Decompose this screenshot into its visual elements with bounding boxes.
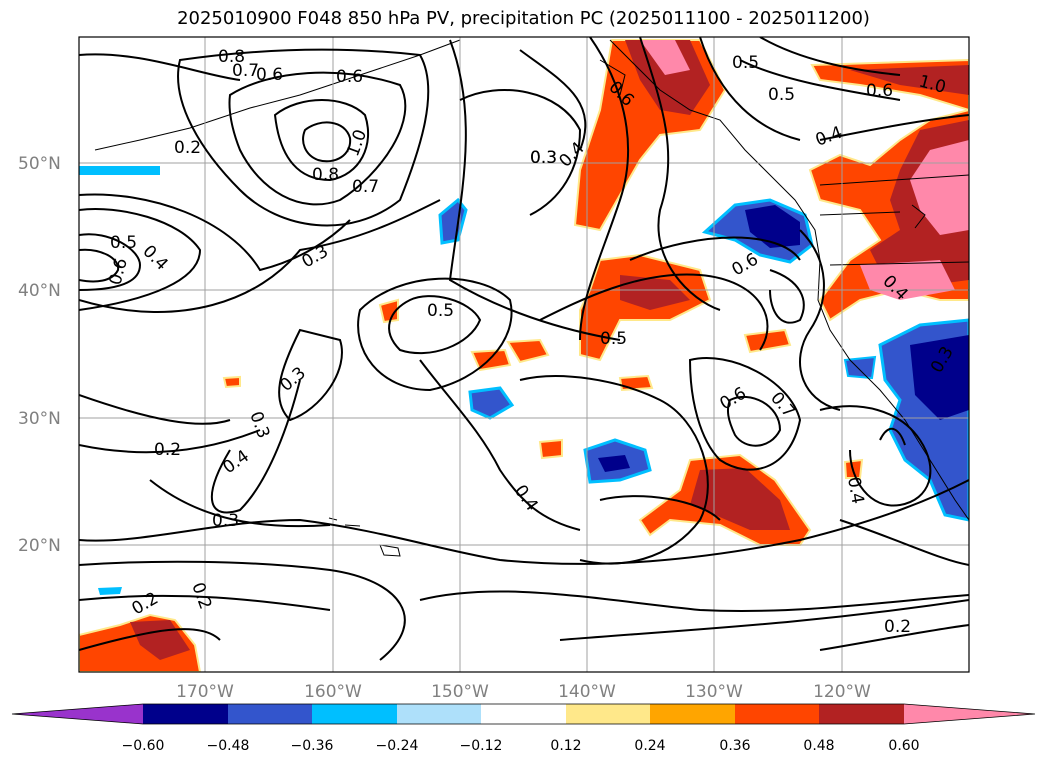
contour-label: 0.5 — [768, 85, 795, 105]
colorbar-segment — [143, 704, 228, 724]
contour-label: 0.6 — [336, 67, 363, 87]
contour-label: 0.3 — [530, 148, 557, 168]
lat-label-40n: 40°N — [18, 281, 61, 301]
precip-negative-shading — [79, 166, 969, 595]
lon-label-120w: 120°W — [813, 682, 871, 702]
contour-label: 0.8 — [312, 165, 339, 185]
colorbar-tick: 0.36 — [719, 738, 750, 754]
contour-label: 0.8 — [218, 47, 245, 67]
lon-label-130w: 130°W — [685, 682, 743, 702]
lon-label-140w: 140°W — [558, 682, 616, 702]
colorbar-segment — [228, 704, 312, 724]
contour-label: 0.3 — [530, 148, 557, 168]
contour-label: 0.5 — [732, 53, 759, 73]
colorbar-tick: −0.48 — [207, 738, 250, 754]
lat-label-20n: 20°N — [18, 536, 61, 556]
lon-label-150w: 150°W — [431, 682, 489, 702]
latitude-labels: 50°N 40°N 30°N 20°N — [18, 154, 61, 556]
contour-label: 0.3 — [212, 511, 239, 531]
colorbar: −0.60 −0.48 −0.36 −0.24 −0.12 0.12 0.24 … — [11, 703, 1036, 754]
lon-label-160w: 160°W — [304, 682, 362, 702]
map-frame — [78, 36, 970, 673]
colorbar-segment — [312, 704, 397, 724]
contour-label: 0.7 — [232, 61, 259, 81]
colorbar-segment — [650, 704, 735, 724]
colorbar-extend-right — [904, 704, 1035, 724]
colorbar-segment — [481, 704, 566, 724]
colorbar-tick: 0.12 — [550, 738, 581, 754]
lat-label-30n: 30°N — [18, 409, 61, 429]
colorbar-segment — [819, 704, 904, 724]
lat-label-50n: 50°N — [18, 154, 61, 174]
contour-label: 0.2 — [154, 440, 181, 460]
contour-label: 0.5 — [110, 233, 137, 253]
colorbar-tick: −0.12 — [460, 738, 503, 754]
map-plot-area: 0.8 0.7 0.6 0.6 0.2 1.0 0.8 0.7 0.5 0.4 … — [79, 37, 969, 672]
colorbar-tick: 0.48 — [803, 738, 834, 754]
contour-label: 0.5 — [427, 301, 454, 321]
longitude-labels: 170°W 160°W 150°W 140°W 130°W 120°W — [176, 682, 871, 702]
contour-label: 0.6 — [866, 81, 893, 101]
colorbar-tick: 0.60 — [888, 738, 919, 754]
contour-label: 0.5 — [600, 329, 627, 349]
colorbar-segment — [735, 704, 819, 724]
contour-label: 0.6 — [256, 65, 283, 85]
colorbar-extend-left — [12, 704, 143, 724]
pv-contours — [79, 37, 969, 661]
contour-label: 0.7 — [352, 177, 379, 197]
contour-label: 0.2 — [884, 617, 911, 637]
map-title: 2025010900 F048 850 hPa PV, precipitatio… — [177, 8, 870, 29]
colorbar-segment — [397, 704, 481, 724]
colorbar-tick: 0.24 — [634, 738, 665, 754]
contour-label: 0.2 — [174, 138, 201, 158]
lon-label-170w: 170°W — [176, 682, 234, 702]
gridlines — [79, 37, 969, 672]
colorbar-tick: −0.60 — [122, 738, 165, 754]
colorbar-tick: −0.24 — [376, 738, 419, 754]
contour-label: 0.4 — [843, 475, 867, 505]
colorbar-segment — [566, 704, 650, 724]
colorbar-tick: −0.36 — [291, 738, 334, 754]
